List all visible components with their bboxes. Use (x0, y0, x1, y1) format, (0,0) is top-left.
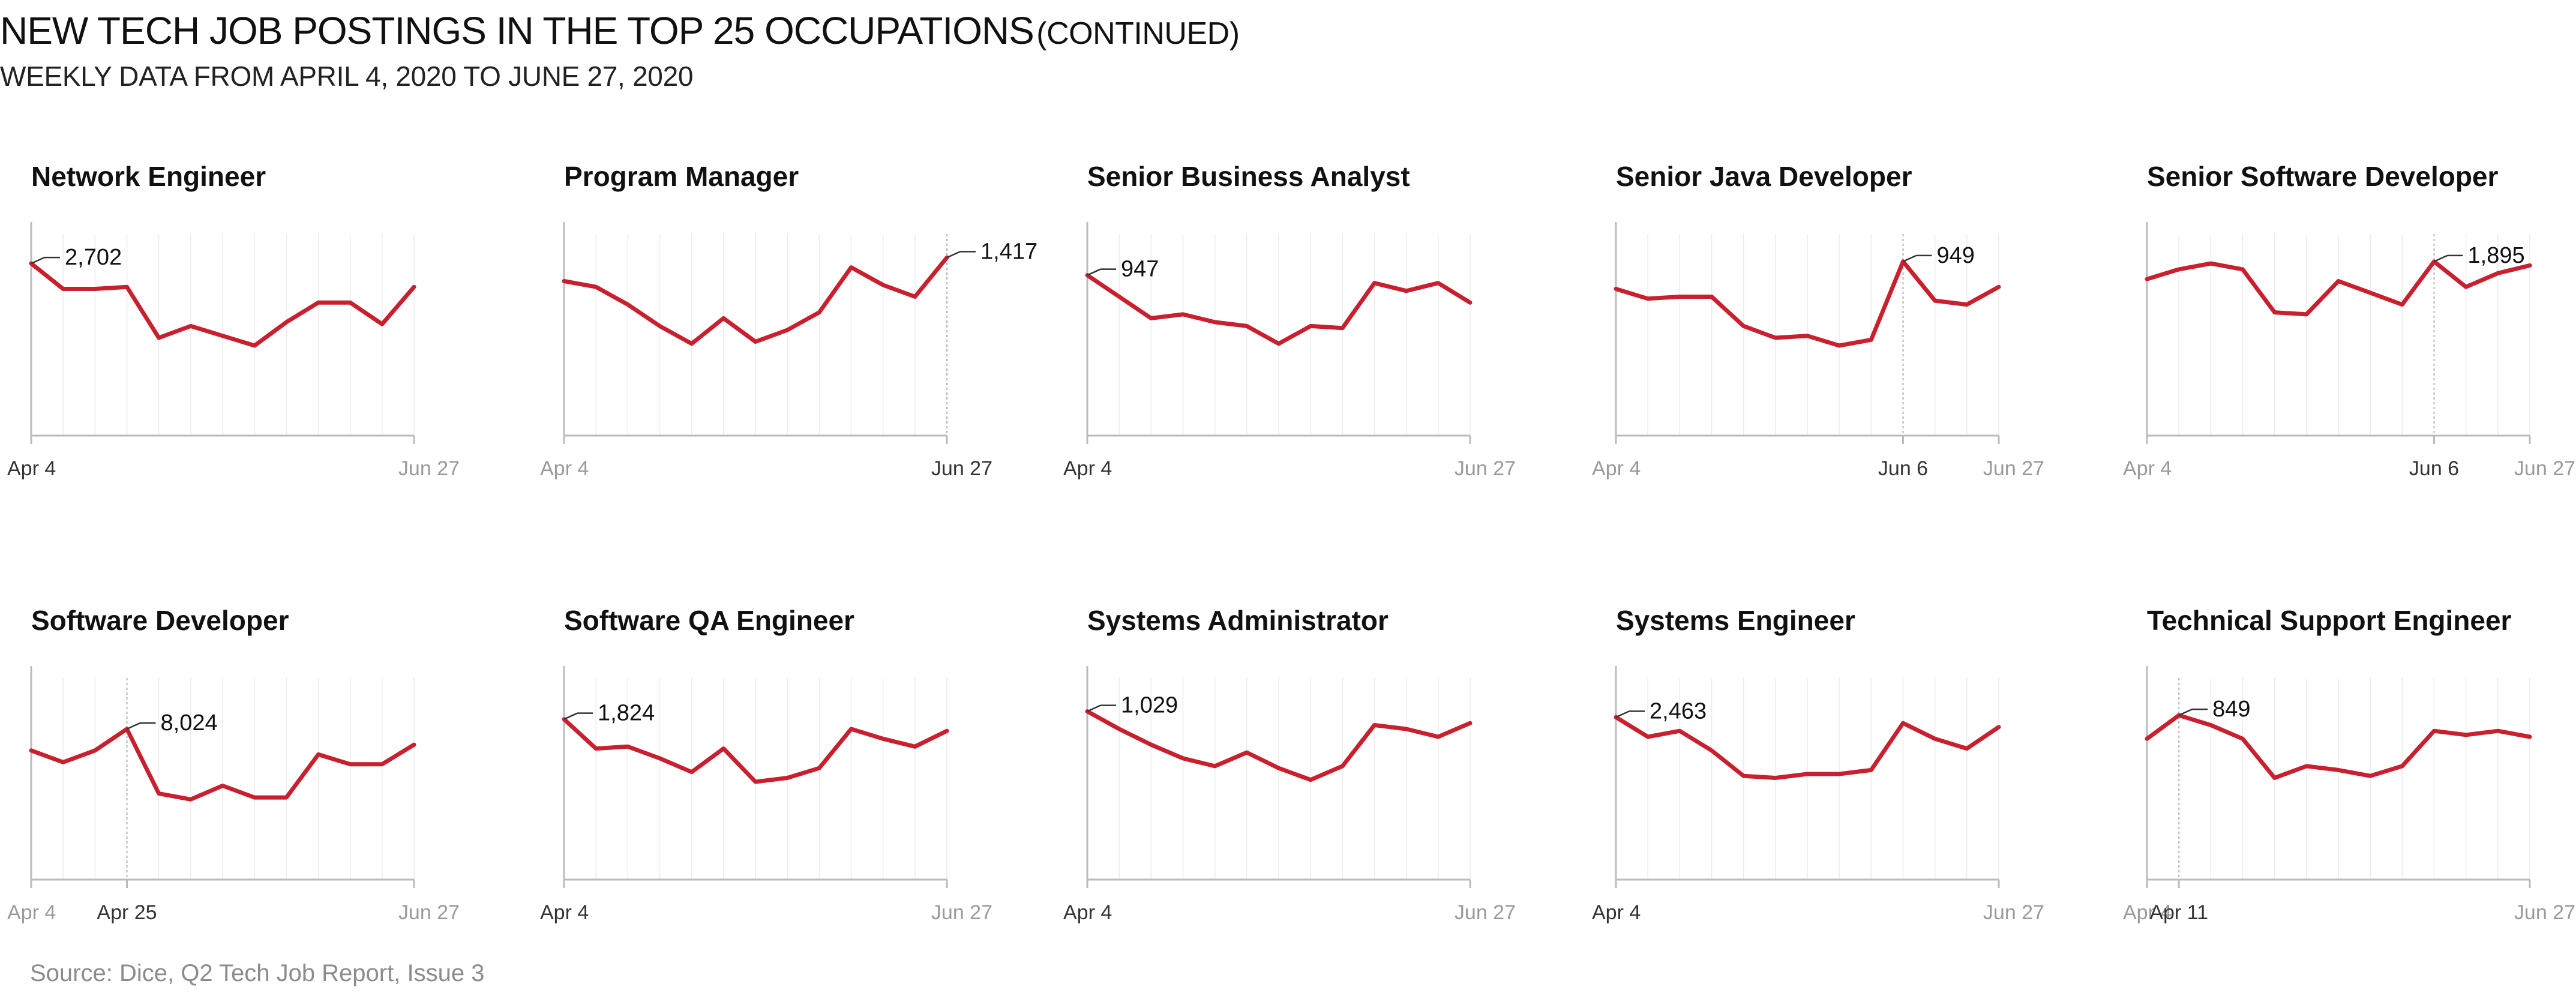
x-tick-label: Apr 11 (2149, 901, 2208, 924)
chart-title-suffix: (CONTINUED) (1036, 16, 1240, 51)
x-tick-label: Jun 27 (931, 901, 992, 924)
x-tick-label: Apr 25 (97, 901, 157, 924)
x-tick-label: Apr 4 (1592, 457, 1641, 480)
panel-title: Software QA Engineer (564, 605, 854, 636)
x-tick-label: Jun 6 (1878, 457, 1928, 480)
annotation-leader (31, 256, 45, 265)
annotation-value: 1,895 (2468, 243, 2525, 268)
x-tick-label: Jun 27 (2514, 901, 2575, 924)
chart-panel-1: Network Engineer Apr 4 Jun 27 2,702 (7, 161, 460, 480)
panel-title: Senior Software Developer (2147, 161, 2498, 192)
series-line (1085, 273, 1473, 346)
x-tick-label: Apr 4 (7, 457, 56, 480)
annotation-leader (126, 722, 141, 730)
series-line (2145, 259, 2532, 317)
annotation-value: 2,702 (65, 245, 122, 270)
annotation-value: 1,417 (980, 239, 1037, 264)
annotation-value: 849 (2212, 697, 2250, 722)
x-tick-label: Apr 4 (2123, 901, 2172, 924)
chart-panel-3: Senior Business Analyst Apr 4 Jun 27 947 (1063, 161, 1516, 480)
annotation-value: 1,029 (1121, 693, 1178, 718)
x-tick-label: Jun 27 (398, 457, 460, 480)
annotation-leader (946, 251, 961, 259)
series-line (562, 255, 949, 346)
x-tick-label: Jun 27 (1455, 457, 1516, 480)
annotation-leader (1087, 704, 1101, 712)
x-tick-label: Jun 27 (1983, 901, 2044, 924)
series-line (2145, 713, 2532, 780)
x-tick-label: Apr 4 (1063, 457, 1112, 480)
x-tick-label: Jun 27 (1983, 457, 2044, 480)
annotation-value: 1,824 (598, 701, 655, 726)
chart-panel-6: Software Developer Apr 4 Apr 25 Jun 27 8,024 (7, 605, 460, 924)
annotation-leader (1615, 710, 1630, 718)
series-line (1614, 259, 2001, 348)
annotation-leader (2178, 709, 2193, 716)
chart-panel-4: Senior Java Developer Apr 4 Jun 6 Jun 27 949 (1592, 161, 2044, 480)
annotation-leader (1902, 254, 1917, 262)
panel-title: Network Engineer (31, 161, 266, 192)
panel-title: Systems Engineer (1616, 605, 1855, 636)
chart-panel-5: Senior Software Developer Apr 4 Jun 6 Jun 2… (2123, 161, 2575, 480)
chart-panel-2: Program Manager Apr 4 Jun 27 1,417 (540, 161, 1037, 480)
x-tick-label: Apr 4 (1592, 901, 1641, 924)
annotation-value: 8,024 (161, 710, 218, 736)
chart-panel-7: Software QA Engineer Apr 4 Jun 27 1,824 (540, 605, 992, 924)
x-tick-label: Apr 4 (540, 457, 589, 480)
annotation-value: 2,463 (1650, 698, 1707, 724)
source-note: Source: Dice, Q2 Tech Job Report, Issue … (30, 960, 485, 986)
annotation-leader (2433, 254, 2448, 262)
series-line (1085, 709, 1473, 782)
chart-panel-8: Systems Administrator Apr 4 Jun 27 1,029 (1063, 605, 1516, 924)
x-tick-label: Jun 27 (2514, 457, 2575, 480)
chart-subtitle: WEEKLY DATA FROM APRIL 4, 2020 TO JUNE 2… (0, 61, 694, 92)
annotation-value: 949 (1937, 243, 1975, 268)
chart-title-main: NEW TECH JOB POSTINGS IN THE TOP 25 OCCU… (0, 9, 1034, 52)
x-tick-label: Apr 4 (7, 901, 56, 924)
x-tick-label: Jun 27 (398, 901, 460, 924)
panel-title: Software Developer (31, 605, 289, 636)
annotation-leader (1087, 268, 1101, 276)
chart-panel-9: Systems Engineer Apr 4 Jun 27 2,463 (1592, 605, 2044, 924)
panel-title: Technical Support Engineer (2147, 605, 2512, 636)
x-tick-label: Jun 27 (1455, 901, 1516, 924)
annotation-value: 947 (1121, 257, 1159, 282)
x-tick-label: Apr 4 (540, 901, 589, 924)
series-line (1614, 715, 2001, 780)
x-tick-label: Jun 27 (931, 457, 992, 480)
x-tick-label: Apr 4 (1063, 901, 1112, 924)
series-line (562, 717, 949, 784)
panel-title: Program Manager (564, 161, 799, 192)
x-tick-label: Jun 6 (2409, 457, 2459, 480)
panel-title: Senior Java Developer (1616, 161, 1912, 192)
x-tick-label: Apr 4 (2123, 457, 2172, 480)
chart-title: NEW TECH JOB POSTINGS IN THE TOP 25 OCCU… (0, 8, 1240, 53)
annotation-leader (563, 712, 578, 720)
panel-title: Systems Administrator (1087, 605, 1389, 636)
series-line (29, 727, 416, 802)
panel-title: Senior Business Analyst (1087, 161, 1410, 192)
series-line (29, 261, 416, 348)
